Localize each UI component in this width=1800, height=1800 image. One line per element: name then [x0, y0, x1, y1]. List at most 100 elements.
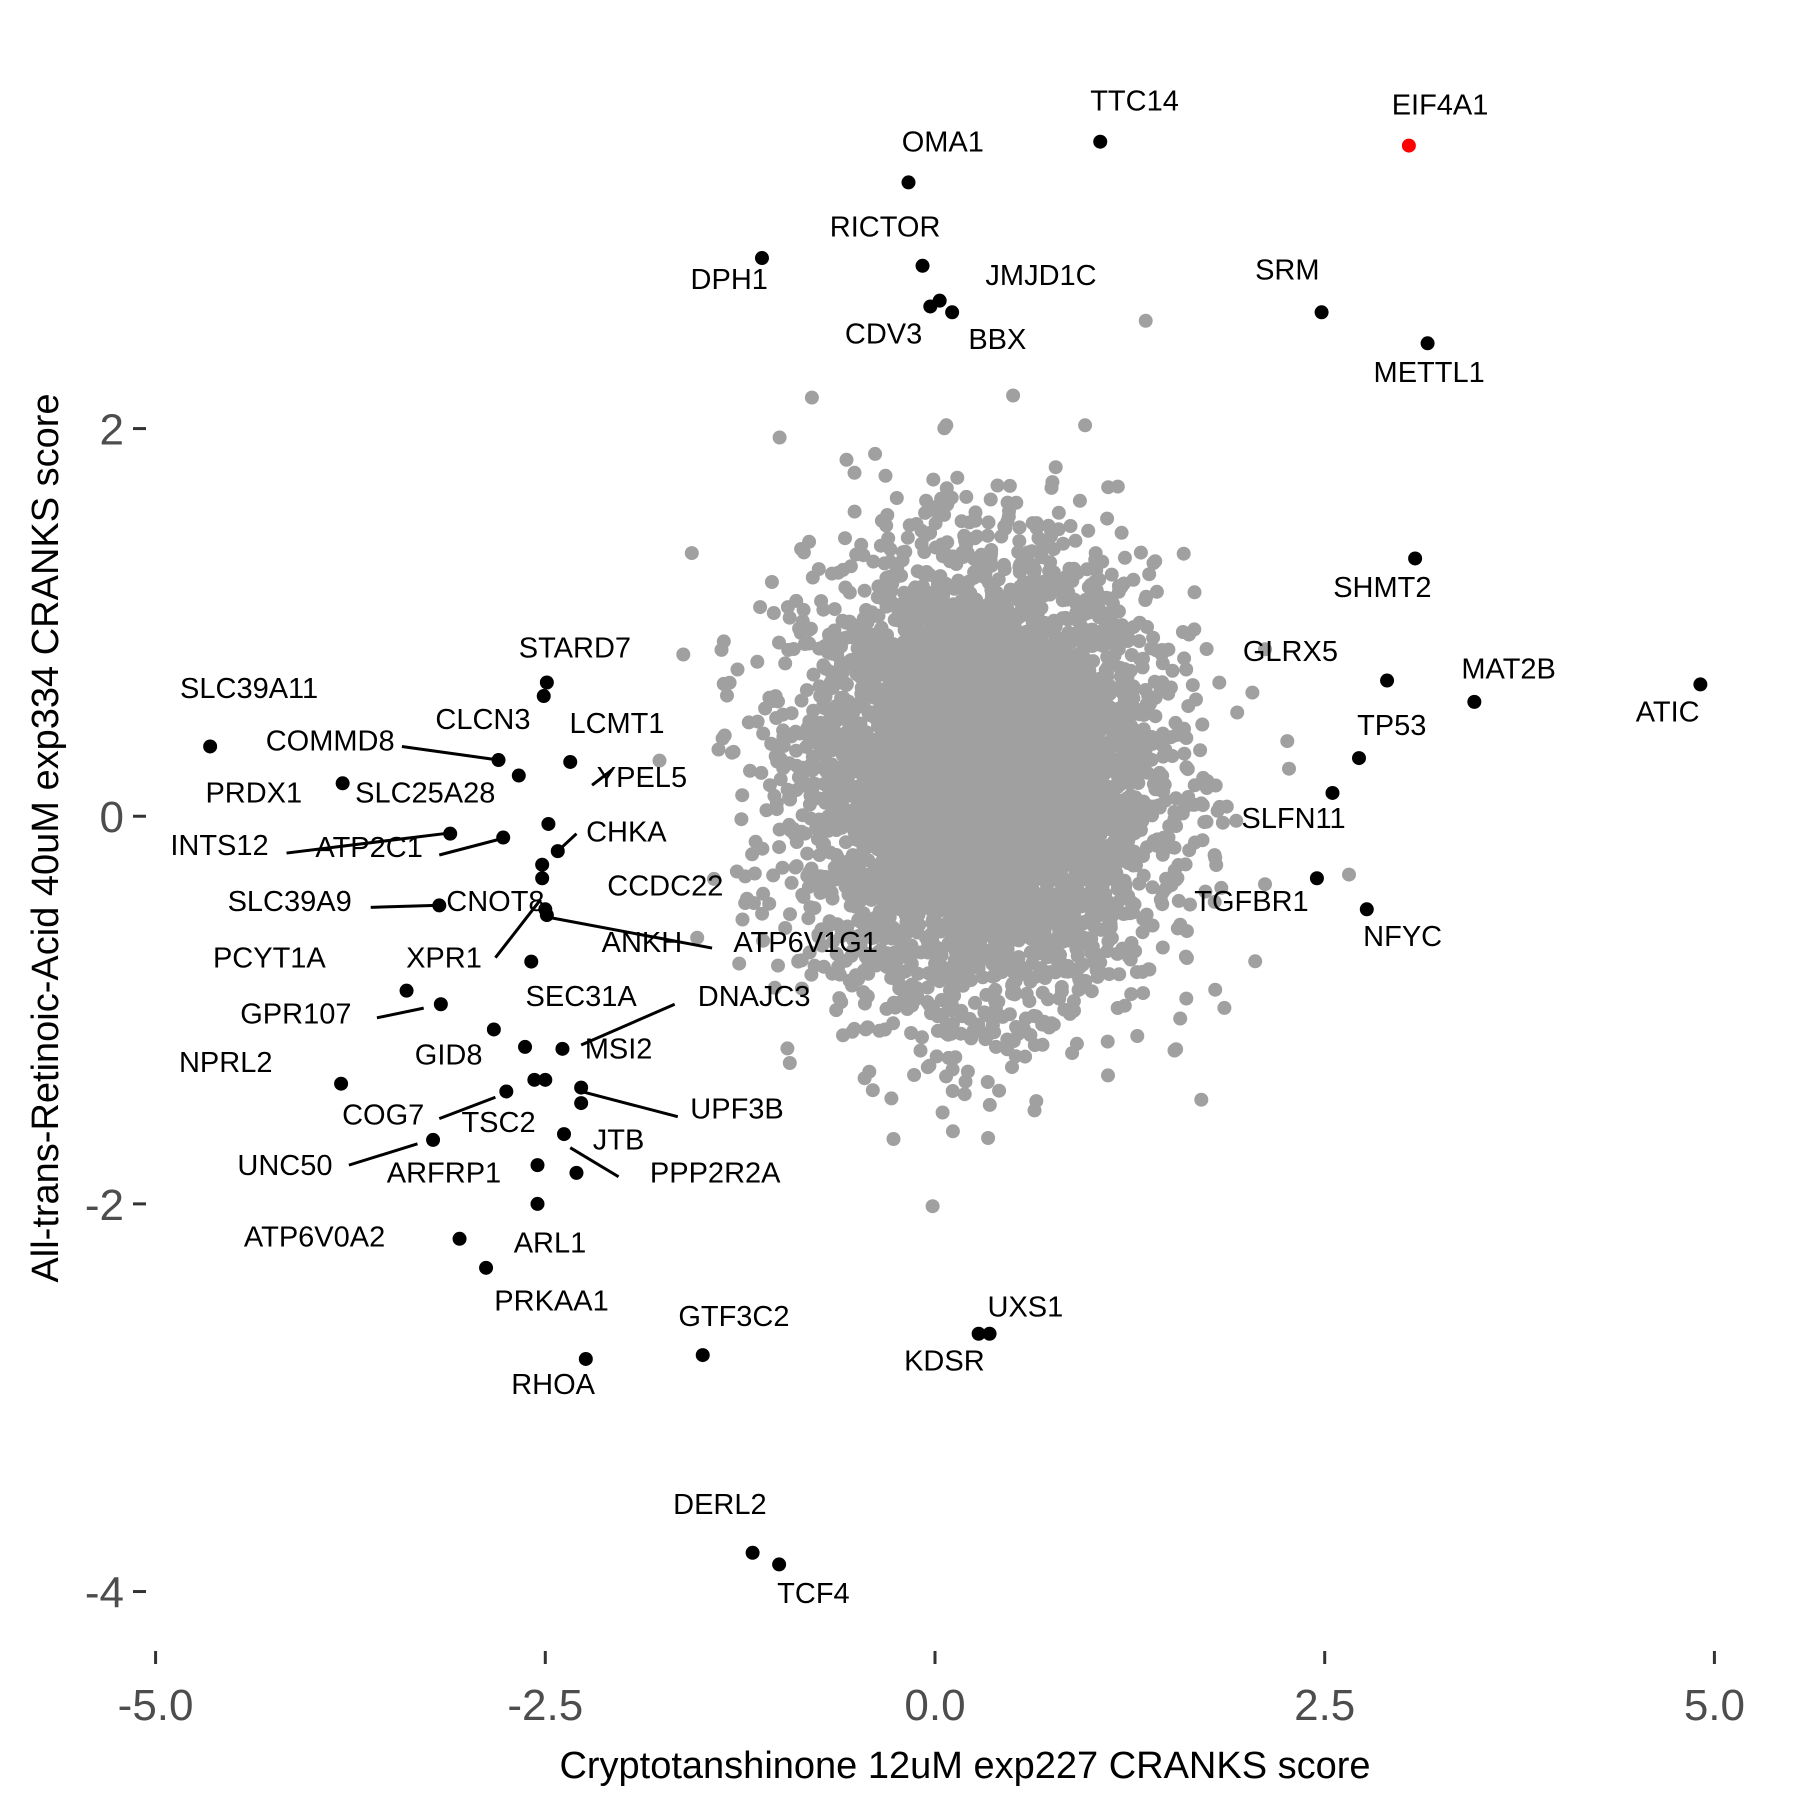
background-point [819, 701, 834, 716]
background-point [792, 621, 807, 636]
background-point [825, 566, 839, 581]
background-point [1195, 717, 1210, 732]
background-point [1219, 799, 1234, 814]
background-point [847, 504, 862, 519]
background-point [1040, 992, 1055, 1007]
background-point [989, 1039, 1003, 1054]
background-point [900, 530, 915, 545]
background-point [1068, 533, 1083, 548]
background-point [1189, 692, 1203, 707]
background-point [884, 970, 899, 985]
background-point [1117, 550, 1132, 565]
background-point [725, 745, 739, 760]
background-point [891, 709, 906, 724]
background-point [1110, 1001, 1125, 1015]
background-point [929, 571, 944, 586]
background-point [1038, 971, 1053, 985]
background-point [980, 528, 995, 543]
background-point [1229, 813, 1244, 828]
background-point [925, 1199, 940, 1214]
background-point [743, 763, 757, 778]
background-point [1155, 940, 1170, 955]
background-point [775, 860, 790, 875]
background-point [888, 1000, 903, 1015]
background-point [758, 701, 773, 716]
background-point [1027, 1103, 1042, 1118]
background-point [968, 995, 982, 1010]
background-point [880, 918, 895, 933]
background-point [834, 929, 848, 944]
background-point [1043, 911, 1057, 926]
background-point [684, 546, 699, 561]
background-point [1054, 984, 1069, 999]
background-point [806, 667, 821, 682]
background-point [918, 505, 933, 520]
background-point [800, 846, 815, 861]
background-point [1180, 762, 1195, 777]
background-point [825, 891, 840, 906]
background-point [730, 662, 745, 677]
background-point [838, 531, 852, 546]
background-point [856, 621, 871, 636]
background-point [1002, 1007, 1017, 1022]
background-point [1185, 678, 1200, 693]
background-point [1112, 967, 1127, 982]
background-point [1045, 475, 1060, 490]
background-point [982, 1097, 997, 1112]
background-point [1107, 780, 1122, 795]
background-point [782, 610, 797, 625]
background-point [795, 808, 810, 823]
background-point [904, 956, 919, 971]
background-point [1142, 567, 1157, 582]
background-point [1208, 850, 1223, 865]
background-point [1176, 546, 1191, 561]
background-point [878, 468, 893, 483]
background-point [732, 956, 747, 971]
background-point [842, 585, 857, 600]
background-point [930, 1009, 945, 1024]
background-point [1179, 951, 1194, 965]
background-point [1009, 1020, 1024, 1034]
background-point [1170, 921, 1185, 936]
background-point [1117, 873, 1132, 888]
background-point [804, 390, 819, 405]
background-point [1145, 880, 1160, 895]
background-point [769, 802, 784, 817]
background-point [1124, 648, 1139, 662]
background-point [935, 1105, 950, 1120]
background-point [738, 896, 753, 910]
background-point [883, 542, 898, 557]
background-point [799, 683, 814, 698]
background-point [845, 978, 859, 993]
background-point [756, 886, 771, 901]
background-point [1076, 957, 1091, 972]
background-point [1282, 761, 1296, 776]
background-point [1182, 843, 1197, 858]
background-point [789, 758, 804, 773]
background-point [920, 1060, 935, 1075]
background-point [1037, 588, 1052, 603]
background-point [1258, 877, 1272, 892]
background-point [1048, 619, 1063, 634]
background-point [1123, 663, 1138, 678]
background-point [776, 739, 791, 754]
background-point [1005, 1060, 1019, 1075]
background-point [1136, 986, 1151, 1001]
background-point [1011, 969, 1025, 984]
background-point [1065, 1046, 1080, 1061]
background-point [865, 1083, 880, 1098]
background-point [934, 537, 949, 552]
background-point [1168, 791, 1183, 806]
background-point [939, 418, 954, 433]
background-point [720, 688, 734, 703]
background-point [1194, 1092, 1209, 1107]
background-point [981, 515, 996, 530]
background-point [896, 635, 911, 650]
background-point [1124, 987, 1139, 1002]
background-point [941, 1050, 956, 1065]
background-point [943, 983, 957, 998]
background-point [1063, 519, 1078, 533]
background-point [1183, 897, 1197, 912]
background-point [1171, 893, 1186, 908]
background-point [1146, 556, 1161, 570]
